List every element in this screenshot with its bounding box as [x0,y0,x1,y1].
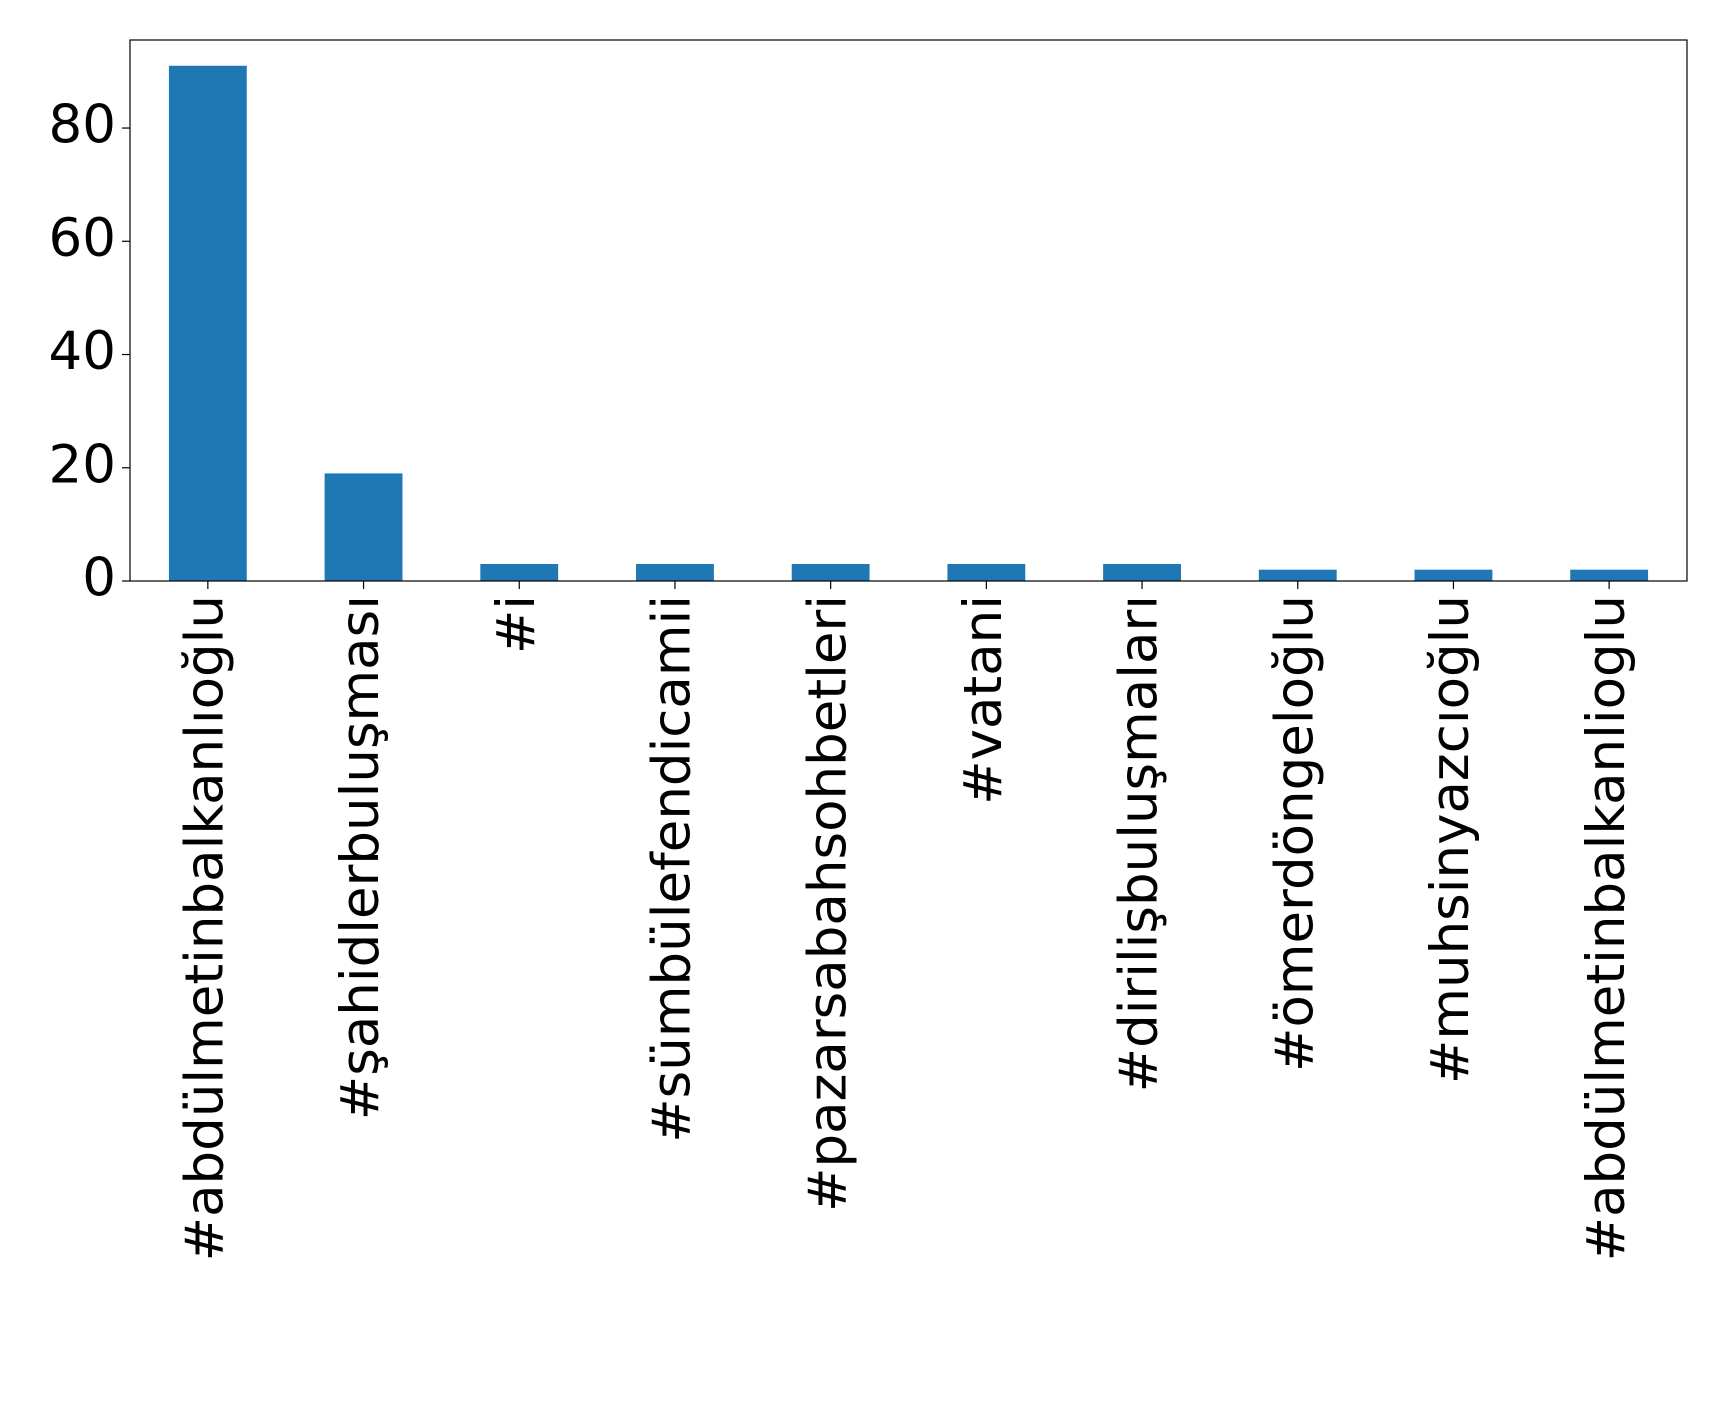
x-tick-label: #i [486,595,547,654]
plot-frame [129,39,1688,582]
x-tick-label: #vatani [953,595,1014,805]
bar [1103,564,1181,581]
x-tick-label: #şahidlerbuluşması [330,595,391,1120]
bar [480,564,559,581]
x-tick-label: #ömerdöngeloğlu [1264,595,1325,1072]
bar [947,564,1026,581]
x-tick-label: #abdülmetinbalkanlıoğlu [174,595,235,1261]
x-tick-label: #sümbülefendicamii [642,595,703,1143]
y-tick-label: 20 [49,434,116,495]
y-tick-label: 80 [49,95,116,156]
bar [1258,569,1337,581]
x-tick-label: #dirilişbuluşmaları [1109,595,1170,1092]
y-tick-label: 0 [82,548,116,609]
bar [168,65,247,581]
x-tick-label: #muhsinyazcıoğlu [1420,595,1481,1084]
y-tick-label: 40 [49,321,116,382]
bar [1414,569,1493,581]
x-tick-label: #abdülmetinbalkanlioglu [1576,595,1637,1261]
y-tick-label: 60 [49,208,116,269]
bar [791,564,870,581]
x-tick-label: #pazarsabahsohbetleri [797,595,858,1212]
bar [636,564,714,581]
bar [1570,569,1649,581]
bar [324,473,403,581]
